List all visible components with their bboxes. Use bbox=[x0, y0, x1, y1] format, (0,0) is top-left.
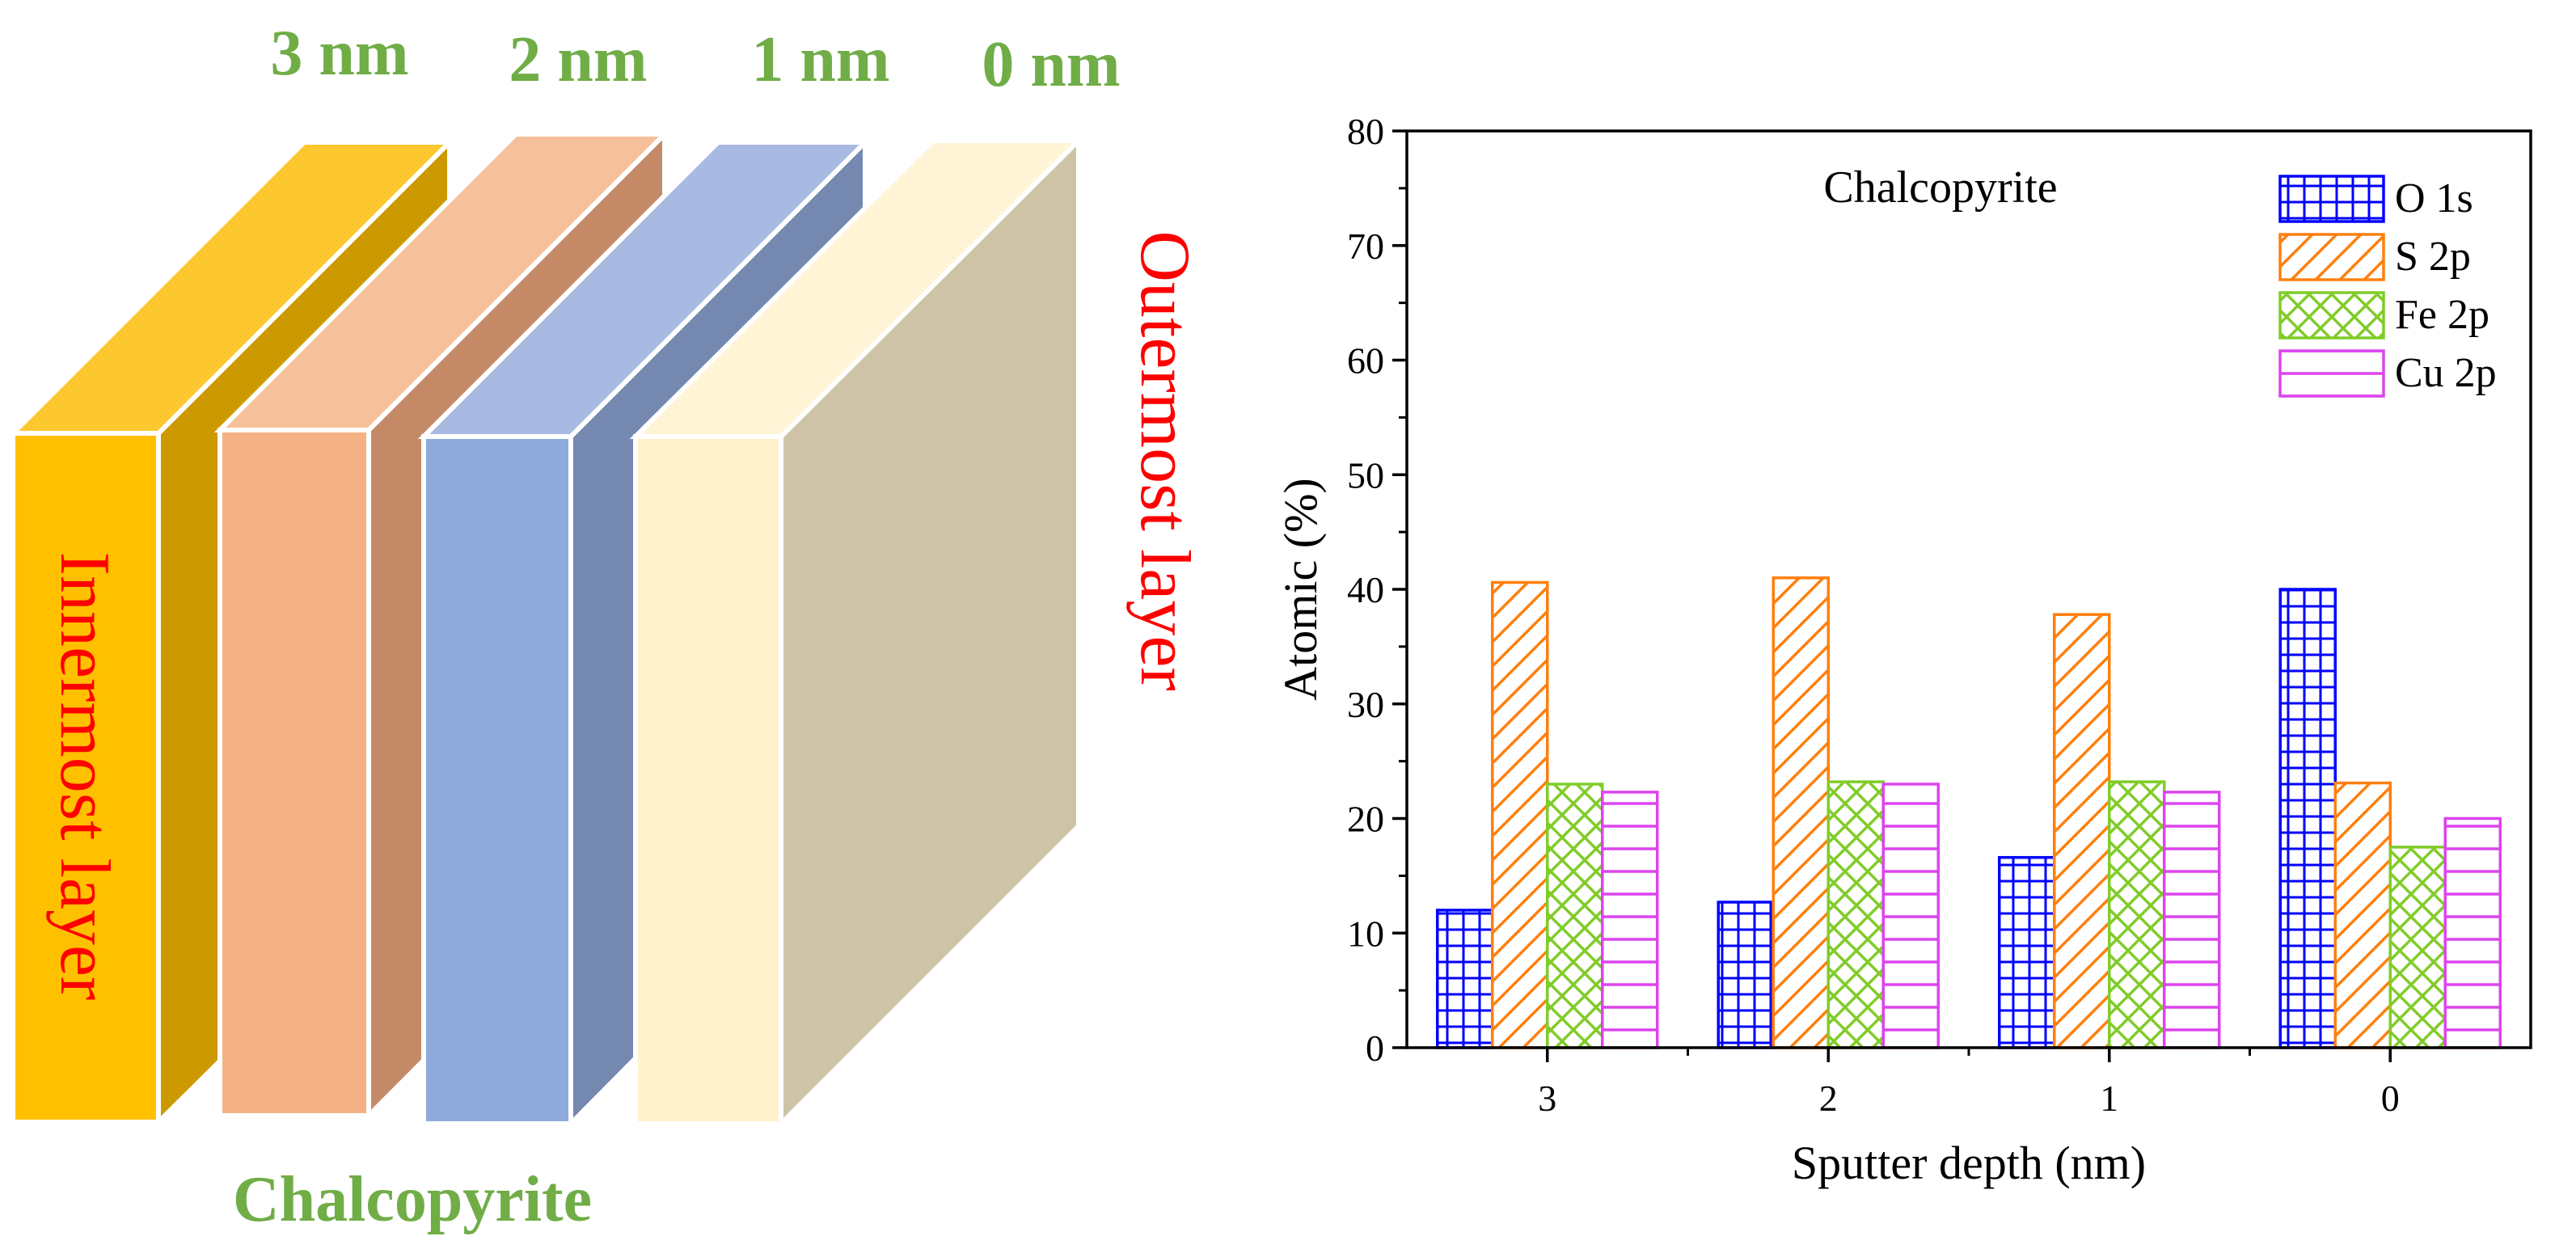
legend-swatch-cu-2p bbox=[2278, 349, 2385, 398]
y-axis-title: Atomic (%) bbox=[1274, 478, 1327, 700]
bar-cu-2p-depth-0 bbox=[2443, 816, 2502, 1049]
bar-o-1s-depth-0 bbox=[2278, 588, 2337, 1049]
y-tick-label: 10 bbox=[1347, 913, 1384, 954]
legend: O 1s S 2p Fe 2p Cu 2p bbox=[2278, 175, 2497, 398]
bar-fe-2p-depth-0 bbox=[2388, 846, 2447, 1049]
layer-outermost-front bbox=[633, 434, 783, 1126]
y-tick-label: 30 bbox=[1347, 684, 1384, 725]
y-tick-label: 50 bbox=[1347, 454, 1384, 496]
chalcopyrite-label: Chalcopyrite bbox=[233, 1164, 592, 1235]
legend-label: Cu 2p bbox=[2395, 350, 2497, 396]
y-tick-label: 0 bbox=[1366, 1027, 1384, 1069]
bar-cu-2p-depth-1 bbox=[2163, 791, 2221, 1049]
bar-o-1s-depth-1 bbox=[1998, 855, 2056, 1049]
bar-cu-2p-depth-3 bbox=[1601, 791, 1659, 1049]
layer-innermost-front bbox=[11, 431, 161, 1124]
x-axis-title: Sputter depth (nm) bbox=[1792, 1137, 2146, 1189]
x-axis-ticks: 3 2 1 0 bbox=[1538, 1048, 2400, 1119]
legend-label: O 1s bbox=[2395, 175, 2473, 221]
layer-1nm-front bbox=[421, 434, 573, 1126]
legend-swatch-fe-2p bbox=[2278, 291, 2385, 340]
depth-label-3nm: 3 nm bbox=[270, 18, 408, 89]
layer-2nm-front bbox=[217, 428, 371, 1118]
legend-label: Fe 2p bbox=[2395, 292, 2489, 338]
bar-o-1s-depth-3 bbox=[1436, 909, 1494, 1049]
x-tick-label: 2 bbox=[1819, 1078, 1838, 1119]
bar-fe-2p-depth-2 bbox=[1826, 780, 1885, 1049]
bar-s-2p-depth-1 bbox=[2053, 613, 2111, 1049]
y-tick-label: 80 bbox=[1347, 111, 1384, 152]
innermost-layer-label: Innermost layer bbox=[45, 552, 124, 1001]
bar-o-1s-depth-2 bbox=[1717, 901, 1775, 1049]
bar-fe-2p-depth-3 bbox=[1546, 783, 1604, 1049]
bar-fe-2p-depth-1 bbox=[2108, 780, 2166, 1049]
y-tick-label: 40 bbox=[1347, 569, 1384, 610]
y-tick-label: 20 bbox=[1347, 799, 1384, 840]
chart-title: Chalcopyrite bbox=[1823, 162, 2057, 213]
layer-outermost bbox=[629, 134, 1085, 1130]
x-tick-label: 0 bbox=[2381, 1078, 2400, 1119]
bar-cu-2p-depth-2 bbox=[1881, 783, 1940, 1049]
depth-label-2nm: 2 nm bbox=[509, 24, 647, 95]
layer-diagram: 3 nm 2 nm 1 nm 0 nm Innermost bbox=[6, 18, 1204, 1235]
legend-swatch-o-1s bbox=[2278, 175, 2385, 223]
y-tick-label: 60 bbox=[1347, 340, 1384, 382]
bars-group bbox=[1436, 576, 2502, 1049]
legend-label: S 2p bbox=[2395, 234, 2471, 280]
bar-s-2p-depth-0 bbox=[2333, 781, 2392, 1049]
x-tick-label: 3 bbox=[1538, 1078, 1556, 1119]
bar-s-2p-depth-3 bbox=[1491, 580, 1549, 1049]
y-axis-ticks: 0 10 20 30 40 50 60 70 80 bbox=[1347, 111, 1407, 1069]
x-tick-label: 1 bbox=[2100, 1078, 2118, 1119]
bar-s-2p-depth-2 bbox=[1772, 576, 1830, 1049]
y-tick-label: 70 bbox=[1347, 226, 1384, 267]
outermost-layer-label: Outermost layer bbox=[1125, 230, 1204, 690]
depth-label-1nm: 1 nm bbox=[751, 24, 889, 95]
legend-swatch-s-2p bbox=[2278, 233, 2385, 281]
depth-label-0nm: 0 nm bbox=[982, 29, 1120, 100]
